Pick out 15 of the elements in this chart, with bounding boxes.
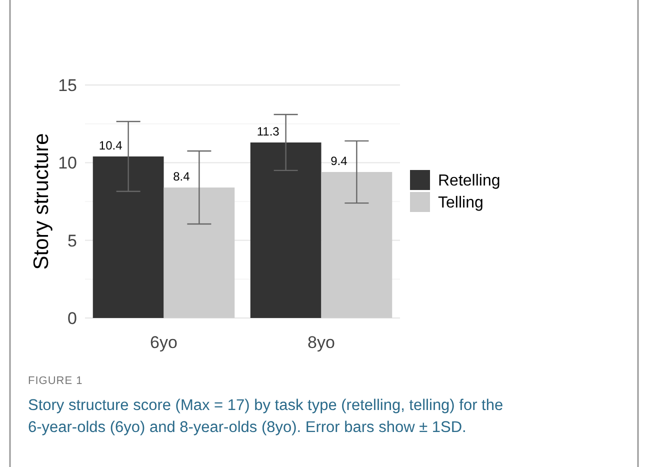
y-tick-label: 15	[58, 76, 77, 95]
legend-label: Telling	[438, 194, 484, 212]
data-label: 9.4	[330, 154, 348, 168]
x-tick-label: 6yo	[150, 333, 178, 352]
y-tick-label: 0	[68, 308, 77, 328]
text: Story structure score (Max = 17) by task type (retelling, telling) for the 6-year-olds (6yo) and 8-year-olds (8yo). Error bars show ± 1SD.	[28, 397, 504, 436]
data-label: 11.3	[256, 124, 280, 138]
x-tick-label: 8yo	[308, 333, 335, 352]
data-label: 10.4	[98, 138, 123, 152]
y-tick-label: 5	[68, 231, 77, 250]
data-label: 8.4	[173, 170, 190, 184]
legend-label: Retelling	[438, 172, 500, 190]
y-tick-label: 10	[58, 154, 77, 173]
caption: FIGURE 1	[28, 375, 83, 387]
y-axis-title: Story structure	[30, 133, 53, 270]
